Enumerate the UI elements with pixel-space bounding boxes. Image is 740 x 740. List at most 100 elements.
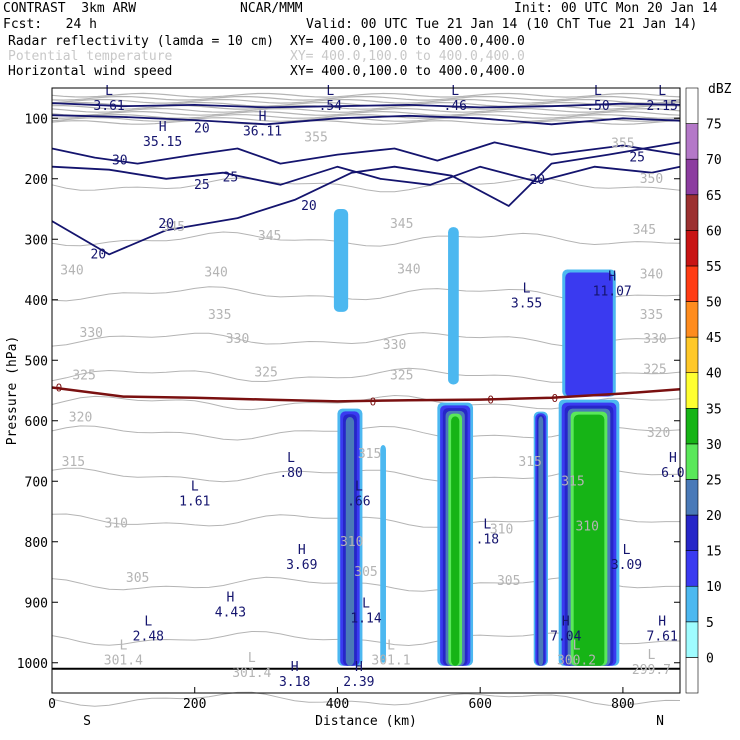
wind-extremum-marker: H (669, 451, 677, 466)
forecast-hour: Fcst: 24 h (3, 17, 97, 32)
theta-contour-label: 325 (254, 365, 277, 380)
colorbar-tick-label: 25 (706, 473, 722, 488)
wind-extremum-value: 2.39 (343, 675, 374, 690)
colorbar-swatch (685, 657, 699, 694)
wind-extremum-value: 35.15 (143, 135, 182, 150)
reflectivity-cell (448, 227, 459, 385)
theta-extremum-value: 301.4 (104, 654, 143, 669)
center-title: NCAR/MMM (240, 1, 303, 16)
theta-contour-line (51, 98, 681, 104)
theta-contour-label: 310 (104, 517, 127, 532)
colorbar-swatch (685, 265, 699, 302)
wind-extremum-value: .50 (586, 99, 609, 114)
theta-contour-line (51, 113, 681, 119)
wind-extremum-value: 3.69 (286, 558, 317, 573)
colorbar-tick-label: 35 (706, 402, 722, 417)
field-xy-reflectivity: XY= 400.0,100.0 to 400.0,400.0 (290, 34, 525, 49)
wind-extremum-marker: H (355, 660, 363, 675)
theta-contour-label: 305 (126, 571, 149, 586)
freezing-level-label: 0 (552, 392, 559, 405)
theta-contour-label: 340 (60, 264, 83, 279)
wind-extremum-value: 7.04 (550, 629, 581, 644)
y-tick-label: 900 (25, 596, 48, 611)
colorbar-swatch (685, 407, 699, 445)
field-name-reflectivity: Radar reflectivity (lamda = 10 cm) (8, 34, 275, 49)
wind-extremum-value: 3.18 (279, 675, 310, 690)
y-tick-label: 100 (25, 112, 48, 127)
freezing-level-line (51, 386, 681, 403)
theta-contour-label: 315 (561, 474, 584, 489)
colorbar-swatch (685, 479, 699, 516)
colorbar-tick-label: 30 (706, 438, 722, 453)
colorbar-swatch (685, 585, 699, 623)
reflectivity-cell (565, 272, 613, 397)
theta-extremum-value: 301.1 (371, 654, 410, 669)
theta-contour-line (51, 107, 681, 113)
wind-contour-label: 20 (301, 199, 317, 214)
wind-extremum-marker: L (144, 614, 152, 629)
theta-extremum-marker: L (573, 639, 581, 654)
wind-extremum-marker: L (326, 84, 334, 99)
colorbar-swatch (685, 550, 699, 587)
x-tick-label: 0 (48, 697, 56, 712)
colorbar-tick-label: 40 (706, 367, 722, 382)
wind-extremum-marker: L (451, 84, 459, 99)
wind-extremum-value: .18 (476, 533, 499, 548)
colorbar-tick-label: 75 (706, 118, 722, 133)
colorbar-swatch (685, 372, 699, 409)
wind-extremum-marker: H (291, 660, 299, 675)
wind-extremum-marker: L (191, 480, 199, 495)
y-tick-label: 800 (25, 536, 48, 551)
wind-extremum-value: .80 (279, 466, 302, 481)
theta-contour-label: 310 (340, 535, 363, 550)
colorbar-tick-label: 5 (706, 616, 714, 631)
wind-extremum-marker: L (355, 480, 363, 495)
wind-extremum-value: 2.15 (647, 99, 678, 114)
theta-contour-line (51, 92, 681, 98)
theta-contour-label: 340 (397, 263, 420, 278)
theta-contour-label: 325 (643, 362, 666, 377)
y-tick-label: 600 (25, 415, 48, 430)
theta-contour-label: 315 (62, 455, 85, 470)
theta-contour-label: 330 (643, 332, 666, 347)
theta-contour-label: 335 (208, 308, 231, 323)
y-tick-label: 700 (25, 475, 48, 490)
colorbar-swatch (685, 301, 699, 338)
colorbar-tick-label: 0 (706, 651, 714, 666)
wind-extremum-marker: L (594, 84, 602, 99)
wind-extremum-marker: H (159, 120, 167, 135)
wind-extremum-value: 3.09 (611, 558, 642, 573)
theta-contour-label: 310 (575, 520, 598, 535)
theta-contour-label: 335 (640, 308, 663, 323)
wind-extremum-marker: H (608, 270, 616, 285)
x-tick-label: 800 (611, 697, 634, 712)
wind-extremum-value: 7.61 (647, 629, 678, 644)
y-tick-label: 400 (25, 294, 48, 309)
freezing-level-label: 0 (370, 395, 377, 408)
theta-extremum-marker: L (119, 639, 127, 654)
reflectivity-cell (380, 444, 386, 663)
colorbar-tick-label: 60 (706, 224, 722, 239)
wind-contour-label: 20 (158, 217, 174, 232)
x-axis-label: Distance (km) (315, 714, 417, 729)
theta-contour-line (51, 691, 681, 707)
theta-contour-line (51, 110, 681, 116)
wind-extremum-value: 2.48 (133, 629, 164, 644)
colorbar-unit-label: dBZ (708, 82, 732, 97)
colorbar-tick-label: 15 (706, 545, 722, 560)
x-tick-label: 400 (326, 697, 349, 712)
wind-extremum-marker: H (658, 614, 666, 629)
field-name-wind: Horizontal wind speed (8, 64, 173, 79)
init-time: Init: 00 UTC Mon 20 Jan 14 (514, 1, 718, 16)
colorbar-tick-label: 70 (706, 153, 722, 168)
theta-contour-label: 340 (640, 267, 663, 282)
wind-extremum-value: 4.43 (215, 605, 246, 620)
reflectivity-cell (538, 416, 544, 666)
wind-extremum-value: 6.0 (661, 466, 684, 481)
wind-extremum-marker: H (298, 543, 306, 558)
theta-contour-line (51, 231, 681, 247)
freezing-level-label: 0 (56, 381, 63, 394)
reflectivity-cell (451, 416, 460, 666)
colorbar-tick-label: 20 (706, 509, 722, 524)
